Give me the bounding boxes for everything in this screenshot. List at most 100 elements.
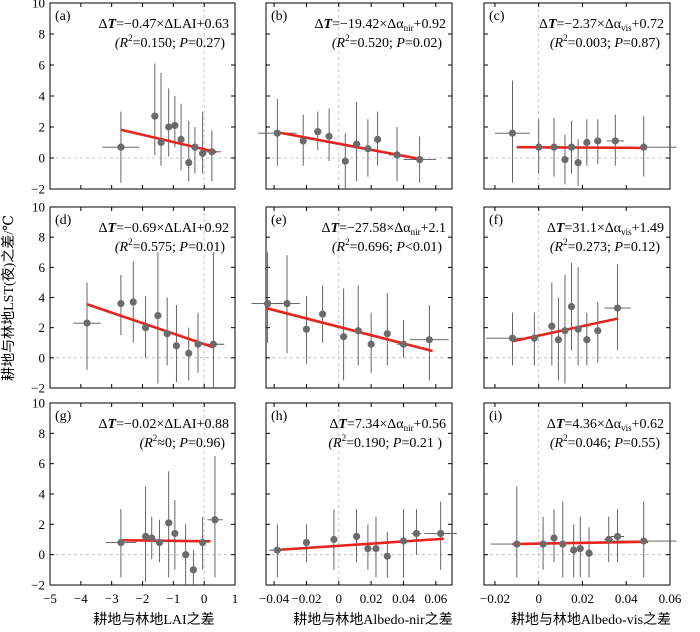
data-point	[199, 149, 207, 157]
data-point	[567, 143, 576, 151]
data-point	[141, 532, 150, 541]
data-point	[352, 532, 361, 541]
data-point	[191, 143, 199, 151]
data-point	[211, 516, 219, 524]
y-tick-label: 10	[32, 200, 45, 215]
y-tick-label: 8	[39, 230, 46, 245]
regression-stats: (R2=0.046; P=0.55)	[550, 433, 660, 451]
data-point	[340, 333, 348, 341]
data-point	[437, 529, 445, 538]
panel-i: −0.02 0 0.02 0.04 0.06 (i) ΔT=4.36×Δαvis+0.62(…	[480, 402, 682, 606]
panel-f: (f) ΔT=31.1×Δαvis+1.49(R2=0.273; P=0.12)	[483, 206, 671, 389]
data-point	[273, 546, 281, 554]
data-point	[374, 135, 382, 143]
x-tick-label: 0.06	[659, 591, 682, 606]
x-axis-label-albedo-vis: 耕地与林地Albedo-vis之差	[511, 611, 671, 628]
regression-equation: ΔT=−0.69×ΔLAI+0.92	[99, 221, 230, 236]
regression-stats: (R2=0.520; P=0.02)	[332, 33, 442, 51]
panel-d: −2 0 2 4 6 8 10 (d) ΔT=−0.69×ΔLAI+0.92(R2=0.575;…	[31, 200, 236, 396]
regression-line	[86, 303, 214, 349]
data-point	[319, 310, 327, 318]
regression-equation: ΔT=31.1×Δαvis+1.49	[547, 221, 664, 237]
data-point	[185, 159, 193, 167]
y-tick-label: 4	[39, 290, 46, 305]
data-point	[399, 537, 408, 545]
data-point	[157, 138, 165, 147]
y-tick-label: 2	[39, 517, 46, 532]
data-point	[171, 529, 179, 538]
data-point	[129, 298, 137, 306]
y-tick-label: 10	[32, 0, 45, 11]
data-point	[209, 340, 218, 348]
data-point	[530, 334, 538, 342]
data-point	[513, 540, 521, 548]
panel-tag: (c)	[489, 9, 505, 24]
data-point	[199, 538, 207, 547]
regression-stats: (R2=0.575; P=0.01)	[115, 237, 225, 255]
regression-line	[120, 128, 217, 154]
y-tick-label: 2	[39, 320, 46, 335]
x-tick-label: −5	[43, 591, 57, 606]
data-point	[171, 121, 179, 130]
y-tick-label: 0	[39, 547, 46, 562]
data-point	[550, 534, 558, 542]
regression-stats: (R2=0.003; P=0.87)	[550, 33, 660, 51]
data-point	[364, 145, 372, 153]
x-tick-label: 0	[201, 591, 208, 606]
y-tick-label: 6	[39, 260, 46, 275]
regression-stats: (R2≈0; P=0.96)	[140, 433, 226, 451]
data-point	[172, 342, 181, 350]
data-point	[117, 538, 125, 547]
data-point	[383, 330, 391, 338]
panel-g: −2 0 2 4 6 8 10 −5 −4 −3 −2 −1 0 1 (g) ΔT=−0.02×ΔLAI+0.…	[31, 396, 238, 607]
data-point	[189, 566, 197, 574]
data-point	[341, 157, 349, 165]
panel-tag: (i)	[489, 409, 503, 424]
data-point	[594, 327, 602, 335]
data-point	[554, 336, 563, 344]
regression-stats: (R2=0.150; P=0.27)	[115, 33, 225, 51]
y-tick-label: −2	[31, 381, 45, 396]
y-tick-label: 4	[39, 487, 46, 502]
data-point	[165, 519, 173, 527]
data-point	[155, 538, 164, 547]
data-point	[302, 538, 311, 547]
x-axis-label-lai: 耕地与林地LAI之差	[93, 611, 214, 628]
y-tick-label: −2	[31, 182, 45, 197]
panel-e: (e) ΔT=−27.58×Δαnir+2.1(R2=0.696; P<0.01)	[251, 206, 453, 389]
data-point	[583, 138, 591, 147]
data-point	[585, 549, 593, 557]
x-tick-label: −0.02	[480, 591, 510, 606]
x-tick-label: 0	[535, 591, 542, 606]
panel-tag: (f)	[489, 213, 503, 228]
data-point	[117, 143, 125, 151]
data-point	[364, 545, 372, 553]
data-point	[508, 334, 517, 342]
data-point	[383, 552, 391, 560]
data-point	[367, 340, 375, 348]
y-tick-label: 0	[39, 151, 46, 166]
data-point	[548, 322, 556, 330]
y-tick-label: 10	[32, 396, 45, 411]
regression-stats: (R2=0.190; P=0.21 )	[328, 433, 442, 451]
regression-equation: ΔT=−2.37×Δαvis+0.72	[539, 17, 664, 33]
data-point	[325, 132, 333, 140]
x-tick-label: 0	[336, 591, 343, 606]
data-point	[574, 159, 582, 167]
panel-c: (c) ΔT=−2.37×Δαvis+0.72(R2=0.003; P=0.87)	[483, 2, 677, 190]
y-tick-label: −2	[31, 578, 45, 593]
data-point	[177, 135, 185, 143]
x-tick-label: −1	[166, 591, 180, 606]
regression-equation: ΔT=−0.02×ΔLAI+0.88	[99, 417, 230, 432]
y-axis-label: 耕地与林地LST(夜)之差/℃	[0, 215, 17, 381]
x-axis-label-albedo-nir: 耕地与林地Albedo-nir之差	[293, 611, 452, 628]
panel-tag: (e)	[271, 213, 287, 228]
panel-h: −0.04 −0.02 0 0.02 0.04 0.06 (h) ΔT=7.34×Δαnir+…	[259, 402, 457, 606]
data-point	[567, 302, 576, 311]
panel-tag: (b)	[271, 9, 288, 24]
data-point	[594, 137, 602, 145]
data-point	[372, 545, 380, 553]
panel-tag: (a)	[55, 9, 71, 24]
panel-tag: (g)	[55, 409, 72, 424]
data-point	[508, 129, 517, 137]
